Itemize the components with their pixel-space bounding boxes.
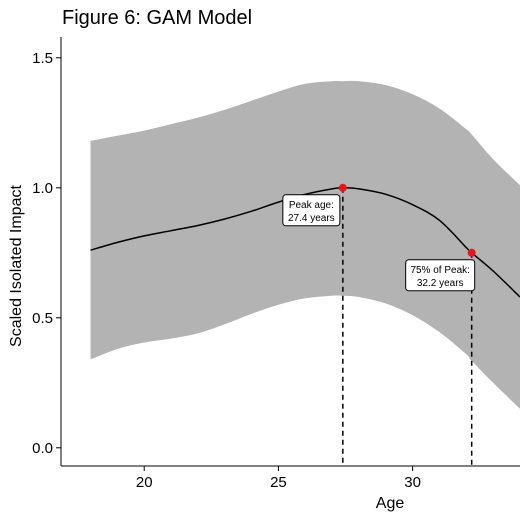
y-tick-label: 0.0 xyxy=(32,440,53,457)
chart-title: Figure 6: GAM Model xyxy=(62,7,252,29)
highlight-point-2 xyxy=(467,248,476,257)
annotations: Peak age: 27.4 years 75% of Peak: 32.2 year… xyxy=(282,194,476,292)
confidence-band xyxy=(90,80,520,409)
y-tick-label: 1.0 xyxy=(32,180,53,197)
annotation-box-1 xyxy=(282,194,341,227)
y-axis-title: Scaled Isolated Impact xyxy=(8,185,25,347)
x-axis-title: Age xyxy=(376,495,405,512)
plot-area: Peak age: 27.4 years 75% of Peak: 32.2 year… xyxy=(90,80,520,466)
annotation-line2-1: 27.4 years xyxy=(288,213,335,224)
annotation-1: Peak age: 27.4 years xyxy=(282,194,341,227)
y-tick-label: 1.5 xyxy=(32,50,53,67)
annotation-box-2 xyxy=(405,259,476,292)
annotation-2: 75% of Peak: 32.2 years xyxy=(405,259,476,292)
x-tick-label: 25 xyxy=(270,474,287,491)
highlight-points xyxy=(338,183,476,257)
y-ticks: 0.0 0.5 1.0 1.5 xyxy=(32,50,61,457)
reference-lines xyxy=(342,187,473,466)
x-tick-label: 30 xyxy=(404,474,421,491)
annotation-line2-2: 32.2 years xyxy=(417,278,464,289)
y-tick-label: 0.5 xyxy=(32,310,53,327)
axes: 20 25 30 0.0 0.5 1.0 1.5 xyxy=(32,37,520,491)
annotation-line1-1: Peak age: xyxy=(289,200,334,211)
fit-line xyxy=(90,187,520,298)
x-tick-label: 20 xyxy=(136,474,153,491)
x-ticks: 20 25 30 xyxy=(136,466,421,491)
annotation-line1-2: 75% of Peak: xyxy=(410,265,469,276)
highlight-point-1 xyxy=(338,183,347,192)
